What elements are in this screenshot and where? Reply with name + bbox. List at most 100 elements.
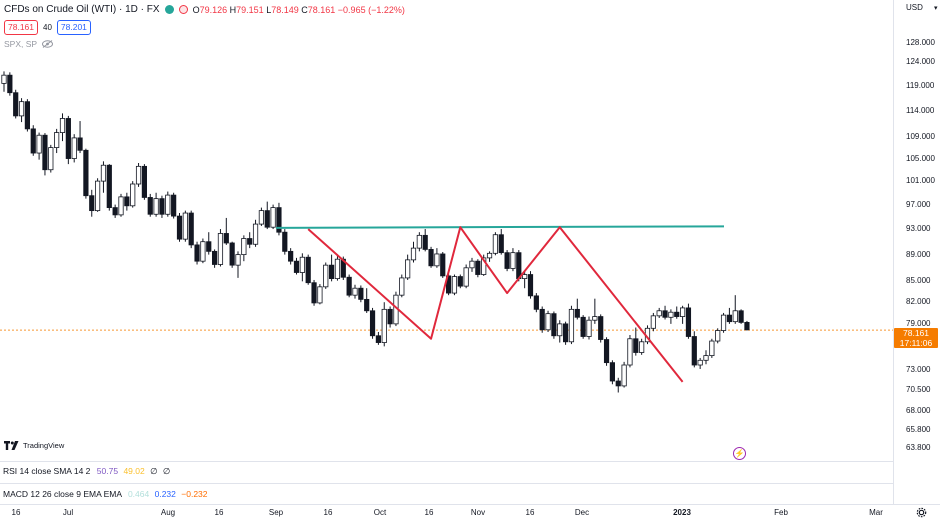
time-tick-label: Nov [470, 508, 486, 517]
rsi-pane-divider[interactable] [0, 461, 893, 462]
time-tick-label: Aug [160, 508, 176, 517]
change-value: −0.965 (−1.22%) [337, 4, 405, 15]
currency-label[interactable]: USD [906, 3, 923, 12]
candle-down [288, 250, 294, 262]
candle-down [65, 118, 71, 159]
currency-dropdown-icon[interactable]: ▾ [934, 5, 938, 12]
time-tick-label: 16 [11, 508, 21, 517]
spread-value: 40 [43, 23, 52, 32]
candle-up [59, 118, 66, 133]
rsi-legend[interactable]: RSI 14 close SMA 14 2 50.75 49.02 ∅ ∅ [3, 466, 170, 477]
candle-up [241, 238, 247, 256]
price-tick-label: 82.000 [906, 297, 931, 307]
candle-up [399, 277, 405, 296]
candle-down [77, 137, 83, 151]
candle-down [744, 322, 750, 331]
rsi-value: 50.75 [96, 466, 119, 476]
candle-down [633, 338, 639, 353]
candle-down [276, 207, 282, 233]
eye-hidden-icon[interactable] [42, 40, 54, 48]
candle-down [194, 244, 200, 262]
time-tick-label: Dec [574, 508, 590, 517]
candle-up [434, 253, 440, 267]
candle-up [720, 314, 727, 331]
candle-down [574, 308, 580, 318]
price-tick-label: 101.000 [906, 176, 935, 186]
candle-down [662, 310, 668, 318]
time-tick-label: 2023 [673, 508, 691, 517]
candle-up [405, 259, 411, 279]
compare-legend: SPX, SP [4, 39, 54, 49]
candle-up [217, 233, 224, 265]
candle-down [428, 249, 434, 267]
macd-pane-divider[interactable] [0, 483, 893, 484]
time-axis[interactable]: 16 Jul Aug 16 Sep 16 Oct 16 Nov 16 Dec 2023 Feb Mar [0, 504, 940, 519]
candle-up [586, 319, 592, 337]
time-tick-label: Feb [774, 508, 788, 517]
candle-up [130, 183, 136, 207]
lightning-icon[interactable]: ⚡ [733, 447, 746, 460]
candle-down [603, 339, 610, 364]
time-tick-label: Mar [869, 508, 883, 517]
candle-up [416, 234, 422, 249]
buy-price-button[interactable]: 78.201 [56, 20, 91, 35]
candle-down [293, 260, 300, 273]
candle-down [551, 313, 557, 337]
candle-down [498, 234, 504, 254]
rsi-sma-value: 49.02 [123, 466, 145, 476]
candle-down [440, 253, 446, 277]
candle-up [451, 276, 458, 294]
candle-down [346, 276, 352, 296]
compare-symbol-label[interactable]: SPX, SP [4, 39, 38, 49]
price-tick-label: 124.000 [906, 56, 935, 66]
candle-up [639, 341, 645, 353]
close-label: C [301, 4, 308, 15]
pattern-polyline [307, 226, 684, 383]
open-label: O [192, 4, 200, 15]
candle-down [504, 252, 510, 269]
last-price-value: 78.161 [903, 328, 929, 338]
candlestick-chart[interactable] [0, 0, 893, 504]
candle-up [165, 194, 171, 215]
symbol-title[interactable]: CFDs on Crude Oil (WTI) · 1D · FX [4, 4, 160, 15]
price-tick-label: 79.000 [906, 318, 931, 328]
candle-up [680, 307, 686, 317]
candle-down [223, 233, 229, 244]
candle-up [545, 313, 551, 331]
candle-up [235, 254, 241, 266]
candle-up [656, 310, 662, 317]
open-value: 79.126 [199, 4, 228, 15]
price-tick-label: 70.500 [906, 385, 931, 394]
candle-down [475, 260, 481, 275]
candle-down [311, 282, 317, 304]
candle-up [54, 132, 60, 148]
tradingview-wordmark: TradingView [23, 441, 65, 450]
low-value: 78.149 [271, 4, 299, 15]
tradingview-logo[interactable]: TradingView [4, 441, 64, 450]
candle-up [323, 264, 329, 288]
candle-up [258, 210, 265, 225]
candle-down [89, 195, 95, 212]
settings-gear-icon[interactable] [916, 507, 927, 518]
candle-up [71, 137, 77, 159]
candle-up [182, 212, 188, 240]
macd-legend[interactable]: MACD 12 26 close 9 EMA EMA 0.464 0.232 −… [3, 489, 208, 499]
candle-up [1, 74, 7, 84]
candle-down [738, 310, 744, 323]
candle-down [176, 215, 183, 240]
rsi-label: RSI 14 close SMA 14 2 [3, 466, 91, 476]
price-axis[interactable]: USD ▾ 128.000 124.000 119.000 114.000 109.00… [893, 0, 940, 504]
candle-down [124, 196, 130, 207]
candle-down [422, 234, 428, 250]
sell-price-button[interactable]: 78.161 [4, 20, 38, 35]
candle-down [141, 165, 147, 198]
macd-signal-value: −0.232 [181, 489, 208, 499]
price-tick-label: 65.800 [906, 425, 931, 435]
candle-down [282, 231, 288, 252]
price-tick-label: 97.000 [906, 199, 931, 209]
price-tick-label: 119.000 [906, 80, 935, 90]
macd-histogram-value: 0.464 [127, 489, 150, 499]
candle-down [580, 316, 586, 337]
candle-down [364, 298, 370, 312]
price-tick-label: 63.800 [906, 443, 931, 453]
